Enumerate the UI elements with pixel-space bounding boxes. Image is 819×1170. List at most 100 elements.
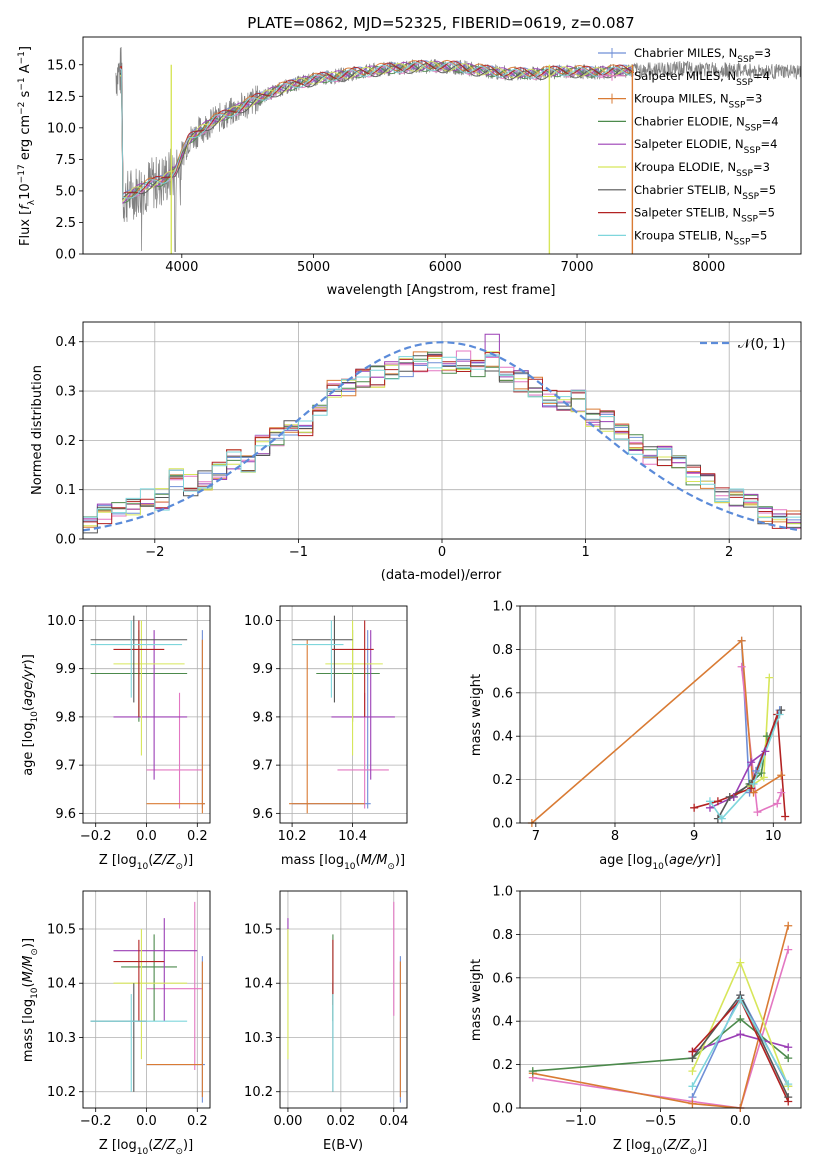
x-tick-label: 0.2 (187, 829, 208, 844)
series-line (532, 925, 789, 1108)
y-tick-label: 10.4 (47, 977, 76, 992)
series-line (531, 639, 782, 823)
y-tick-label: 7.5 (55, 153, 76, 168)
y-tick-label: 1.0 (492, 600, 513, 615)
data-point (736, 1030, 745, 1039)
x-tick-label: 0.0 (136, 1114, 157, 1129)
residual-histogram (83, 354, 801, 539)
y-tick-label: 9.7 (55, 759, 76, 774)
y-tick-label: 10.3 (47, 1031, 76, 1046)
observed-spectrum-line (115, 46, 801, 252)
y-tick-label: 0.4 (492, 730, 513, 745)
legend-label: Chabrier STELIB, NSSP=5 (634, 183, 776, 202)
series-line (532, 1017, 789, 1072)
data-point (751, 766, 760, 775)
plot-area (115, 46, 801, 254)
age-vs-mass-chart: 10.2 10.4 9.6 9.7 9.8 9.9 10.0 mass [log10(M/M⊙… (244, 605, 408, 872)
y-axis-label: mass [log10(M/M⊙)] (21, 938, 40, 1062)
y-tick-label: 10.2 (244, 1085, 273, 1100)
y-tick-label: 0.0 (492, 817, 513, 832)
data-point (773, 799, 782, 808)
legend-label: Salpeter MILES, NSSP=4 (634, 69, 770, 88)
x-tick-label: 10.4 (338, 829, 367, 844)
data-point (762, 732, 771, 741)
y-tick-label: 9.6 (55, 807, 76, 822)
x-tick-label: 7 (532, 829, 540, 844)
y-tick-label: 15.0 (47, 58, 76, 73)
y-tick-label: 0.2 (55, 434, 76, 449)
x-tick-label: 5000 (297, 260, 330, 275)
x-tick-label: −0.2 (80, 829, 112, 844)
y-tick-label: 0.4 (492, 1015, 513, 1030)
residual-chart: −2 −1 0 1 2 0.0 0.1 0.2 0.3 0.4 𝒩(0, 1) (data-model… (30, 321, 802, 583)
data-point (784, 921, 793, 930)
axes-frame (279, 890, 408, 1109)
plot-area (90, 615, 205, 814)
y-axis-label: mass weight (469, 959, 484, 1041)
spectrum-chart: 4000 5000 6000 7000 8000 0.0 2.5 5.0 7.5 10.0 12.5… (17, 14, 802, 298)
x-axis-label: wavelength [Angstrom, rest frame] (327, 283, 556, 298)
y-tick-label: 9.9 (252, 662, 273, 677)
y-tick-label: 0.3 (55, 385, 76, 400)
x-tick-label: −1 (289, 545, 308, 560)
data-point (725, 792, 734, 801)
y-tick-label: 12.5 (47, 90, 76, 105)
chart-title: PLATE=0862, MJD=52325, FIBERID=0619, z=0… (247, 14, 634, 32)
series-line (750, 677, 771, 787)
x-axis-label: Z [log10(Z/Z⊙)] (99, 1138, 193, 1157)
x-tick-label: 9 (690, 829, 698, 844)
data-point (777, 771, 786, 780)
mass-vs-ebv-chart: 0.00 0.02 0.04 10.2 10.3 10.4 10.5 E(B-V) (244, 890, 408, 1153)
data-point (775, 710, 784, 719)
y-axis-label: Flux [fλ10−17 erg cm−2 s−1 A−1] (17, 46, 37, 246)
x-tick-label: 2 (725, 545, 733, 560)
data-point (784, 1080, 793, 1089)
y-tick-label: 0.6 (492, 686, 513, 701)
data-point (747, 758, 756, 767)
x-tick-label: 1 (581, 545, 589, 560)
data-point (736, 995, 745, 1004)
massweight-vs-age-chart: 7 8 9 10 0.0 0.2 0.4 0.6 0.8 1.0 age [log10(age/yr… (469, 600, 802, 872)
x-tick-label: 0.0 (730, 1114, 751, 1129)
x-tick-label: −0.5 (645, 1114, 677, 1129)
series-line (532, 949, 789, 1108)
series-line (709, 750, 766, 809)
x-axis-label: age [log10(age/yr)] (599, 853, 721, 872)
mass-vs-z-chart: −0.2 0.0 0.2 10.2 10.3 10.4 10.5 Z [log10(Z/Z⊙)… (21, 890, 211, 1157)
legend-label: Kroupa STELIB, NSSP=5 (634, 228, 767, 247)
y-tick-label: 0.8 (492, 643, 513, 658)
y-tick-label: 0.2 (492, 773, 513, 788)
legend-label: Chabrier MILES, NSSP=3 (634, 46, 771, 65)
data-point (688, 1082, 697, 1091)
y-tick-label: 0.0 (55, 248, 76, 263)
y-axis-label: age [log10(age/yr)] (21, 654, 40, 776)
x-tick-label: 7000 (560, 260, 593, 275)
x-tick-label: −2 (145, 545, 164, 560)
y-tick-label: 2.5 (55, 216, 76, 231)
data-point (528, 1067, 537, 1076)
data-point (688, 1099, 697, 1108)
data-point (761, 747, 770, 756)
legend-label: Chabrier ELODIE, NSSP=4 (634, 114, 779, 133)
data-point (737, 662, 746, 671)
data-point (784, 945, 793, 954)
data-point (747, 784, 756, 793)
y-tick-label: 0.1 (55, 483, 76, 498)
model-spectrum-line (119, 60, 634, 195)
data-point (765, 673, 774, 682)
legend-label: 𝒩(0, 1) (738, 337, 785, 352)
data-point (749, 788, 758, 797)
data-point (784, 1097, 793, 1106)
y-tick-label: 10.5 (47, 922, 76, 937)
plot-area (83, 333, 801, 539)
y-tick-label: 10.3 (244, 1031, 273, 1046)
x-tick-label: 0.0 (136, 829, 157, 844)
series-line (709, 714, 781, 820)
data-point (717, 814, 726, 823)
massweight-vs-z-chart: −1.0 −0.5 0.0 0.0 0.2 0.4 0.6 0.8 1.0 Z [log10(Z/… (469, 885, 802, 1157)
data-point (757, 769, 766, 778)
y-tick-label: 1.0 (492, 885, 513, 900)
data-point (784, 1043, 793, 1052)
y-axis-label: Normed distribution (30, 365, 45, 495)
x-tick-label: 0.2 (187, 1114, 208, 1129)
